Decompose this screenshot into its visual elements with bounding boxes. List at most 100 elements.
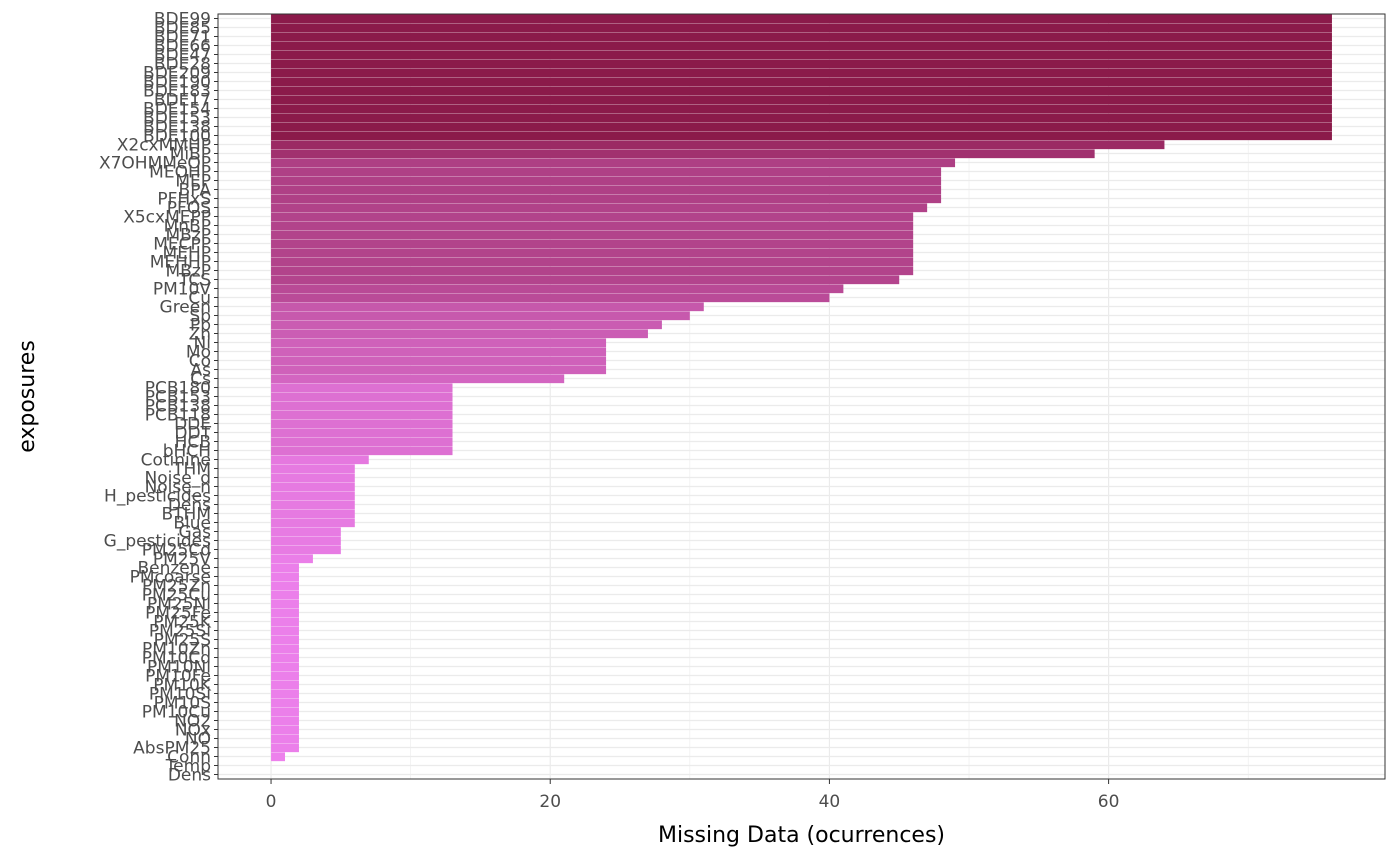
bar-DDT (271, 428, 453, 438)
bar-PCB118 (271, 410, 453, 420)
bar-PCB180 (271, 383, 453, 393)
y-tick-label: PCB118 (145, 406, 211, 426)
y-tick-label: NOx (175, 721, 211, 741)
bar-Cu (271, 293, 830, 303)
y-tick-label: MBzP (165, 226, 211, 246)
bar-MBzP (271, 230, 914, 240)
y-tick-label: PM10Cd (142, 649, 211, 669)
bar-Mo (271, 347, 607, 357)
bar-Co (271, 356, 607, 366)
y-tick-label: PM25Si (149, 622, 211, 642)
bar-Gas (271, 527, 341, 537)
y-tick-label: Mo (186, 343, 211, 363)
y-tick-label: Sb (189, 307, 211, 327)
bar-BDE138 (271, 122, 1332, 132)
bar-MnBP (271, 221, 914, 231)
y-tick-label: BDE153 (143, 109, 211, 129)
bar-TCS (271, 275, 900, 285)
y-tick-label: PM10Zn (142, 640, 211, 660)
bar-MECPP (271, 239, 914, 249)
bar-NO2 (271, 716, 299, 726)
y-tick-label: PM25K (153, 613, 212, 633)
bar-PM25Cd (271, 545, 341, 555)
x-tick-label: 0 (266, 792, 277, 812)
bar-Pb (271, 320, 662, 330)
y-tick-label: PFHxS (157, 190, 211, 210)
y-tick-label: X7OHMMeOP (99, 154, 211, 174)
y-tick-label: BDE17 (154, 91, 211, 111)
y-tick-label: Benzene (137, 559, 211, 579)
y-tick-label: Dens (168, 496, 211, 516)
bar-NO (271, 734, 299, 744)
bar-Benzene (271, 563, 299, 573)
bar-PM25V (271, 554, 313, 564)
y-tick-label: MEOHP (149, 163, 211, 183)
bar-Sb (271, 311, 690, 321)
y-tick-label: Dens (168, 766, 211, 786)
bar-DDE (271, 419, 453, 429)
bar-H_pesticides (271, 491, 355, 501)
y-tick-label: Noise_d (145, 469, 211, 489)
y-tick-label: Gas (179, 523, 212, 543)
y-tick-label: PFOS (167, 199, 211, 219)
y-tick-label: NO (185, 730, 211, 750)
y-tick-label: BDE85 (154, 19, 211, 39)
bar-MEOHP (271, 167, 942, 177)
y-tick-label: Zn (189, 325, 211, 345)
bar-BDE71 (271, 32, 1332, 42)
y-tick-label: Pb (190, 316, 211, 336)
bars-layer (271, 14, 1332, 762)
y-tick-label: PM10Fe (145, 667, 211, 687)
bar-PM25S (271, 635, 299, 645)
bar-Cotinine (271, 455, 369, 465)
bar-PM10V (271, 284, 844, 294)
y-tick-label: AbsPM25 (133, 739, 211, 759)
bar-HCB (271, 437, 453, 447)
bar-PM10Si (271, 689, 299, 699)
y-tick-label: Ni (194, 334, 211, 354)
bar-BDE154 (271, 104, 1332, 114)
y-tick-label: BDE66 (154, 37, 211, 57)
bar-NOx (271, 725, 299, 735)
y-axis-title: exposures (15, 340, 40, 453)
bar-PM10Ni (271, 662, 299, 672)
y-tick-label: BDE100 (143, 127, 211, 147)
x-axis-title: Missing Data (ocurrences) (658, 823, 945, 848)
y-tick-label: MEP (175, 172, 211, 192)
y-tick-label: PM25Cd (142, 541, 211, 561)
y-tick-label: PM10Si (149, 685, 211, 705)
y-tick-label: THM (172, 460, 211, 480)
y-tick-label: G_pesticides (104, 532, 211, 552)
bar-X7OHMMeOP (271, 158, 956, 168)
bar-PM25Cu (271, 590, 299, 600)
y-tick-label: PCB138 (145, 397, 211, 417)
y-tick-label: MBzP (165, 262, 211, 282)
y-tick-label: BTHM (162, 505, 212, 525)
y-tick-label: PM10V (153, 280, 212, 300)
y-axis: BDE99BDE85BDE71BDE66BDE47BDE28BDE209BDE1… (99, 10, 218, 786)
bar-BDE66 (271, 41, 1332, 51)
bar-Zn (271, 329, 648, 339)
y-tick-label: Co (189, 352, 211, 372)
bar-BTHM (271, 509, 355, 519)
y-tick-label: PMcoarse (130, 568, 211, 588)
y-tick-label: HCB (175, 433, 211, 453)
bar-PM10S (271, 698, 299, 708)
y-tick-label: Cotinine (141, 451, 211, 471)
y-tick-label: Cs (190, 370, 211, 390)
y-tick-label: BDE47 (154, 46, 211, 66)
bar-Ni (271, 338, 607, 348)
bar-Noise_d (271, 473, 355, 483)
bar-Dens2 (271, 500, 355, 510)
bar-PM25Fe (271, 608, 299, 618)
bar-PM10Fe (271, 671, 299, 681)
y-tick-label: TCS (178, 271, 211, 291)
bar-BDE209 (271, 68, 1332, 78)
y-tick-label: BDE138 (143, 118, 211, 138)
y-tick-label: DDE (174, 415, 211, 435)
bar-THM (271, 464, 355, 474)
y-tick-label: MnBP (164, 217, 211, 237)
bar-PM25Si (271, 626, 299, 636)
bar-BDE99 (271, 14, 1332, 24)
